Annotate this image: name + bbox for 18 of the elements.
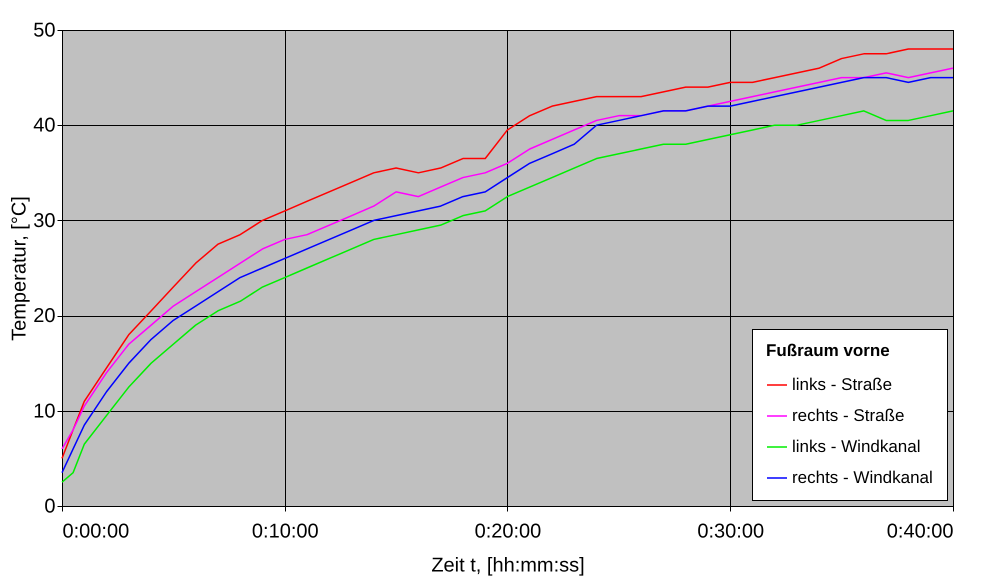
y-tick-label: 20 (33, 305, 56, 328)
y-tick-label: 30 (33, 210, 56, 232)
x-tick-label: 0:00:00 (62, 520, 130, 542)
legend-label: rechts - Windkanal (792, 468, 933, 487)
x-axis-title: Zeit t, [hh:mm:ss] (431, 554, 585, 576)
x-tick-label: 0:40:00 (886, 520, 954, 542)
y-tick-label: 50 (33, 20, 56, 42)
legend-label: links - Straße (792, 375, 892, 394)
legend-title: Fußraum vorne (766, 341, 890, 360)
y-tick-label: 10 (33, 400, 56, 422)
legend-label: rechts - Straße (792, 406, 904, 425)
legend-label: links - Windkanal (792, 437, 920, 456)
y-tick-label: 0 (44, 496, 56, 518)
x-tick-label: 0:20:00 (474, 520, 542, 542)
x-tick-label: 0:10:00 (252, 520, 319, 542)
y-tick-label: 40 (33, 114, 56, 137)
y-axis-title: Temperatur, [°C] (8, 196, 30, 341)
x-tick-label: 0:30:00 (697, 520, 764, 542)
